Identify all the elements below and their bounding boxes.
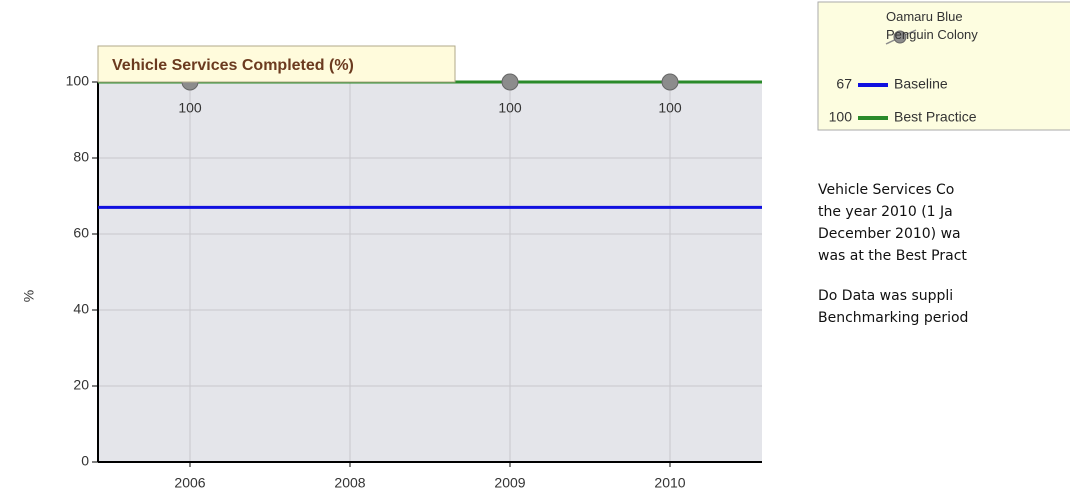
legend-label: Baseline (894, 76, 948, 92)
legend-value: 67 (836, 76, 852, 92)
y-tick-label: 60 (73, 225, 89, 241)
y-tick-label: 40 (73, 301, 89, 317)
note-line: was at the Best Pract (818, 248, 967, 264)
legend-label: Best Practice (894, 109, 977, 125)
note-line: the year 2010 (1 Ja (818, 204, 953, 220)
x-tick-label: 2008 (334, 475, 365, 491)
data-label: 100 (178, 100, 202, 116)
plot-area (98, 82, 762, 462)
chart-title: Vehicle Services Completed (%) (112, 57, 354, 74)
x-tick-label: 2009 (494, 475, 525, 491)
title-tab (97, 45, 456, 83)
note-line: Vehicle Services Co (818, 182, 954, 198)
legend-box (817, 1, 1070, 131)
y-axis-label: % (21, 290, 37, 302)
note-line: Benchmarking period (818, 310, 968, 326)
y-tick-label: 80 (73, 149, 89, 165)
data-label: 100 (658, 100, 682, 116)
data-point (661, 73, 679, 91)
legend-value: 100 (829, 109, 853, 125)
y-tick-label: 100 (66, 73, 90, 89)
x-tick-label: 2010 (654, 475, 685, 491)
legend-series-name: Oamaru Blue Penguin Colony (886, 9, 978, 42)
y-tick-label: 0 (81, 453, 89, 469)
data-point (501, 73, 519, 91)
note-line: Do Data was suppli (818, 288, 953, 304)
legend-symbol (893, 30, 907, 44)
x-tick-label: 2006 (174, 475, 205, 491)
note-line: December 2010) wa (818, 226, 961, 242)
data-label: 100 (498, 100, 522, 116)
y-tick-label: 20 (73, 377, 89, 393)
